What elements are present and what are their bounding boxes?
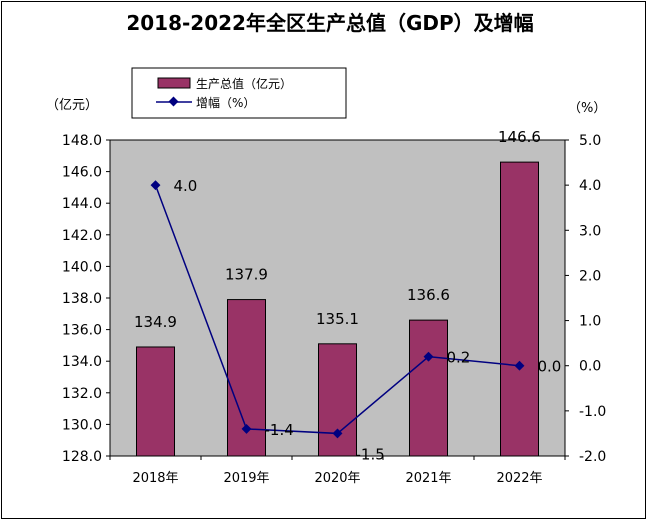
legend: 生产总值（亿元） 增幅（%） [131,67,347,119]
bar [136,346,175,457]
bar-value-label: 137.9 [225,266,268,284]
line-value-label: -1.4 [265,421,294,439]
line-point [423,351,434,362]
y-left-tick-label: 130.0 [62,417,102,433]
y-left-axis-label: （亿元） [46,98,98,113]
legend-box [131,67,347,119]
y-left-tick-label: 142.0 [62,228,102,244]
x-tick-label: 2018年 [132,471,178,486]
y-right-tick-label: 2.0 [579,268,601,284]
bar-value-label: 135.1 [316,310,359,328]
line-value-label: 0.0 [538,358,562,376]
line-value-label: 0.2 [447,349,471,367]
y-left-tick-label: 136.0 [62,323,102,339]
y-left-tick-label: 140.0 [62,259,102,275]
bar-value-label: 134.9 [134,313,177,331]
y-right-tick-label: 1.0 [579,314,601,330]
y-right-tick-label: -2.0 [579,449,606,465]
line-point [514,360,525,371]
y-left-tick-label: 138.0 [62,291,102,307]
y-right-tick-label: 4.0 [579,178,601,194]
x-tick-label: 2020年 [314,471,360,486]
y-left-tick-label: 146.0 [62,165,102,181]
line-point [241,423,252,434]
y-left-tick-label: 132.0 [62,386,102,402]
line-series: 4.0 -1.4 -1.5 0.2 0.0 [150,177,562,463]
x-tick-label: 2021年 [405,471,451,486]
y-left-tick-label: 148.0 [62,133,102,149]
line-value-label: -1.5 [356,445,385,463]
y-right-tick-label: 5.0 [579,133,601,149]
line-point [332,428,343,439]
legend-bar-swatch [157,77,191,89]
line-value-label: 4.0 [174,177,198,195]
x-axis: 2018年 2019年 2020年 2021年 2022年 [109,456,566,486]
x-tick-label: 2019年 [223,471,269,486]
bar [500,161,539,457]
y-left-tick-label: 134.0 [62,354,102,370]
legend-line-marker [168,96,179,107]
x-tick-label: 2022年 [496,471,542,486]
bar-series: 134.9 137.9 135.1 136.6 146.6 [134,128,541,457]
bar [409,319,448,457]
y-right-tick-label: -1.0 [579,404,606,420]
y-right-tick-label: 3.0 [579,223,601,239]
bar-value-label: 136.6 [407,286,450,304]
y-right-tick-label: 0.0 [579,359,601,375]
legend-line-label: 增幅（%） [196,95,255,110]
chart-title: 2018-2022年全区生产总值（GDP）及增幅 [126,11,533,35]
y-right-axis-label: （%） [568,101,606,116]
legend-bar-label: 生产总值（亿元） [196,76,292,91]
line-point [150,180,161,191]
y-left-tick-label: 128.0 [62,449,102,465]
y-left-axis: 128.0 130.0 132.0 134.0 136.0 138.0 140.0 142.0… [62,133,110,465]
bar [318,343,357,457]
y-left-tick-label: 144.0 [62,196,102,212]
y-right-axis: -2.0 -1.0 0.0 1.0 2.0 3.0 4.0 5.0 [565,133,606,465]
bar-value-label: 146.6 [498,128,541,146]
